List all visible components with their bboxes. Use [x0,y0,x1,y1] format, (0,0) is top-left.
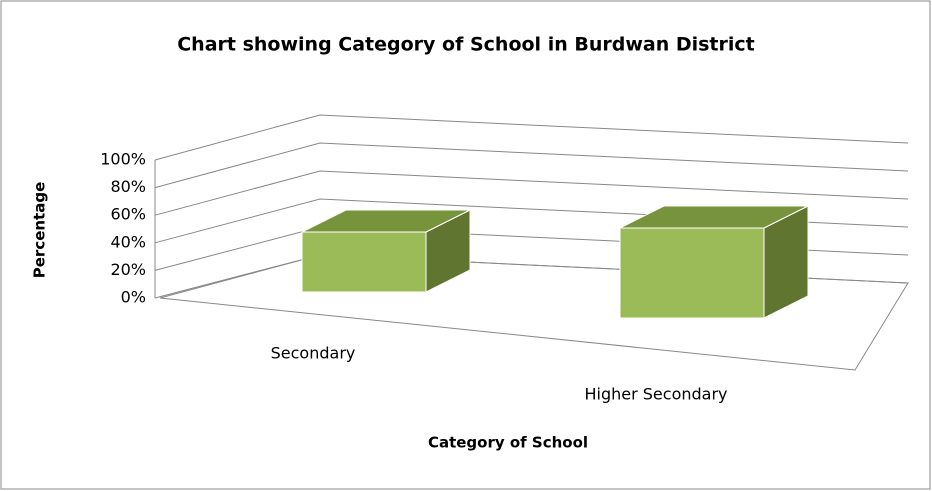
chart-title: Chart showing Category of School in Burd… [177,34,755,56]
grid-line [154,142,909,189]
x-tick-label: Secondary [271,344,356,363]
bar [619,227,765,319]
y-tick-label: 80% [110,177,146,196]
x-axis-label: Category of School [428,434,588,452]
y-tick-label: 20% [110,260,146,279]
grid-line [154,170,909,216]
y-tick-label: 100% [100,150,146,169]
bar [301,231,427,293]
y-tick-label: 60% [110,205,146,224]
x-tick-label: Higher Secondary [584,385,727,404]
grid-line [154,114,909,161]
y-tick-label: 40% [110,232,146,251]
y-axis-label: Percentage [31,182,49,279]
y-tick-label: 0% [121,288,146,307]
